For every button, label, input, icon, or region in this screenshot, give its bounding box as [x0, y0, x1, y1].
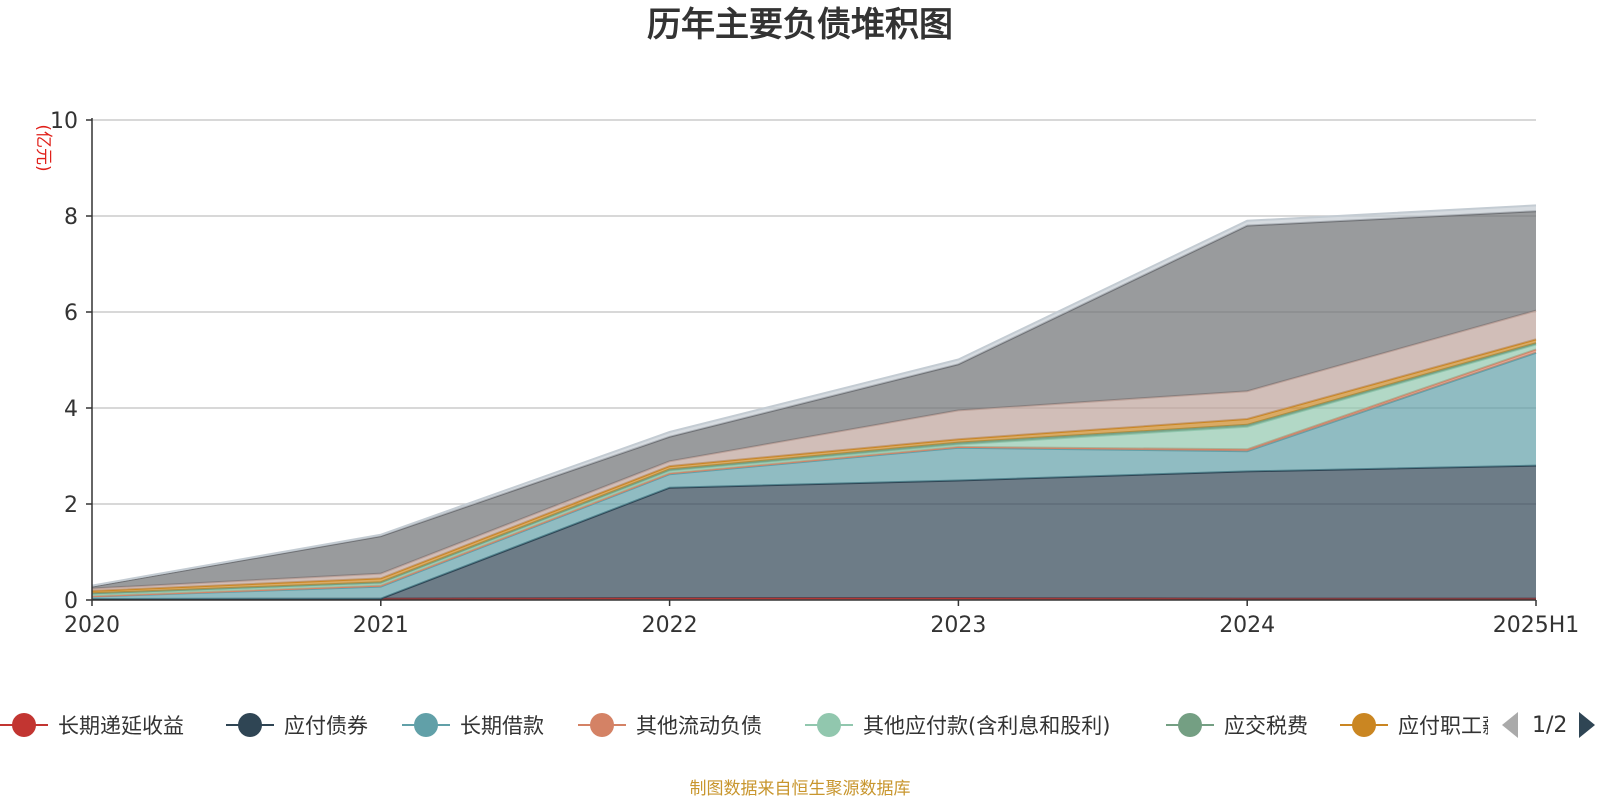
data-source-note: 制图数据来自恒生聚源数据库 — [689, 779, 911, 799]
legend-label: 应付债券 — [284, 714, 368, 738]
axes: 0 2 4 6 8 10 2020 2021 2022 2023 2024 2025H1 — [50, 109, 1579, 638]
legend-marker-icon — [1166, 708, 1214, 742]
legend-item[interactable]: 其他应付款(含利息和股利) — [805, 708, 1110, 742]
triangle-left-icon[interactable] — [1500, 710, 1520, 740]
area-series-2 — [92, 352, 1536, 599]
legend-label: 应交税费 — [1224, 714, 1308, 738]
y-tick-label: 8 — [64, 205, 78, 230]
y-tick-label: 10 — [50, 109, 78, 134]
legend-page-label: 1/2 — [1532, 712, 1568, 738]
legend-label: 应付职工薪酬 — [1398, 714, 1488, 738]
x-tick-label: 2024 — [1219, 613, 1275, 638]
x-tick-label: 2020 — [64, 613, 120, 638]
legend-item[interactable]: 应交税费 — [1166, 708, 1308, 742]
x-tick-label: 2023 — [930, 613, 986, 638]
x-tick-label: 2021 — [353, 613, 409, 638]
y-tick-label: 6 — [64, 301, 78, 326]
legend-label: 其他应付款(含利息和股利) — [863, 714, 1111, 738]
legend-marker-icon — [1340, 708, 1388, 742]
x-tick-label: 2022 — [642, 613, 698, 638]
x-tick-label: 2025H1 — [1493, 613, 1580, 638]
legend-marker-icon — [0, 708, 48, 742]
legend: 长期递延收益 应付债券 长期借款 其他流动负债 其他应付款(含利息和股利) 应交税费 应付职… — [0, 708, 1600, 742]
legend-items: 长期递延收益 应付债券 长期借款 其他流动负债 其他应付款(含利息和股利) 应交税费 应付职… — [0, 708, 1488, 742]
legend-item[interactable]: 长期借款 — [402, 708, 544, 742]
legend-item[interactable]: 其他流动负债 — [578, 708, 762, 742]
y-tick-label: 0 — [64, 589, 78, 614]
legend-label: 长期借款 — [460, 714, 544, 738]
legend-label: 长期递延收益 — [58, 714, 184, 738]
legend-item[interactable]: 应付职工薪酬 — [1340, 708, 1488, 742]
y-tick-label: 2 — [64, 493, 78, 518]
area-series-7 — [92, 310, 1536, 591]
legend-pager: 1/2 — [1500, 708, 1597, 742]
chart-title: 历年主要负债堆积图 — [647, 5, 953, 45]
legend-marker-icon — [805, 708, 853, 742]
legend-label: 其他流动负债 — [636, 714, 762, 738]
area-series-8 — [92, 211, 1536, 589]
legend-item[interactable]: 长期递延收益 — [0, 708, 184, 742]
legend-marker-icon — [402, 708, 450, 742]
area-series-1 — [92, 465, 1536, 599]
legend-marker-icon — [226, 708, 274, 742]
legend-item[interactable]: 应付债券 — [226, 708, 368, 742]
series-line-9 — [91, 204, 1537, 587]
legend-marker-icon — [578, 708, 626, 742]
area-series — [91, 204, 1537, 600]
y-axis-label: (亿元) — [33, 124, 53, 171]
y-tick-label: 4 — [64, 397, 78, 422]
triangle-right-icon[interactable] — [1577, 710, 1597, 740]
